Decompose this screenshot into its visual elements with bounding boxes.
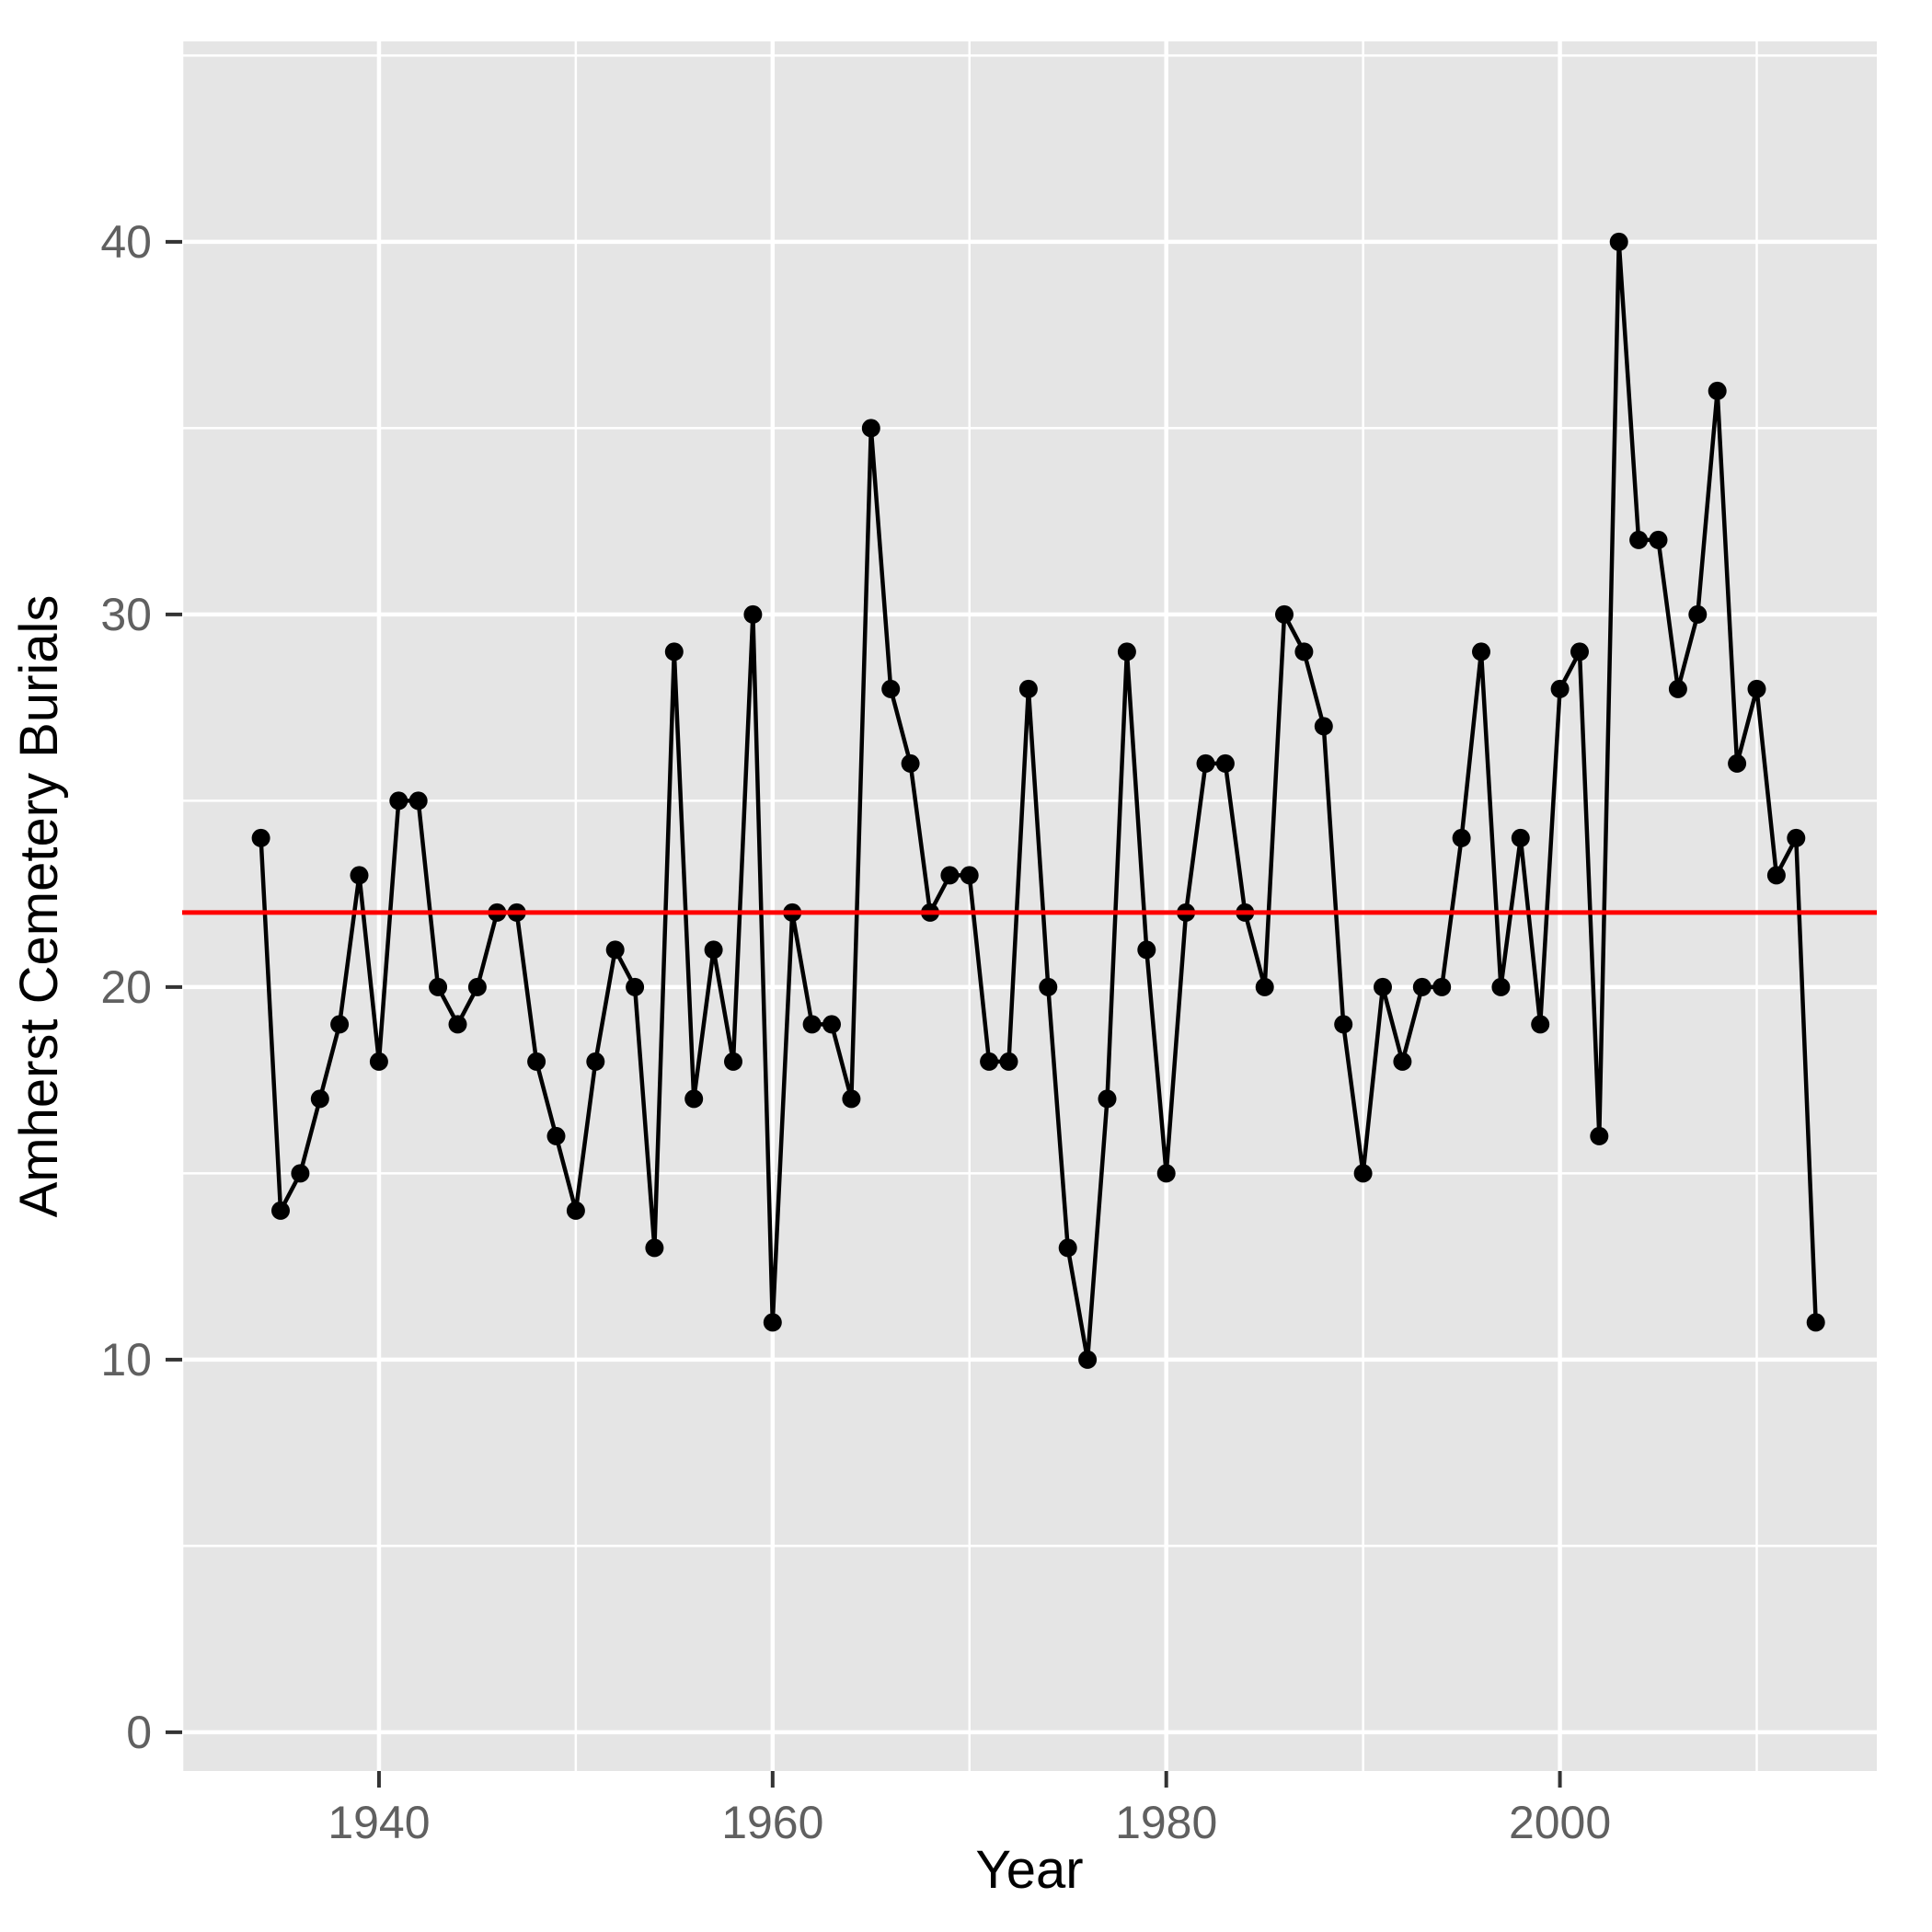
x-tick-label: 1960: [721, 1797, 823, 1848]
data-point: [901, 753, 920, 773]
y-axis-title: Amherst Cemetery Burials: [9, 595, 69, 1218]
data-point: [881, 679, 901, 698]
data-point: [330, 1015, 350, 1034]
data-point: [1472, 642, 1490, 661]
data-point: [1708, 381, 1727, 400]
data-point: [566, 1201, 585, 1220]
data-point: [1668, 679, 1687, 698]
data-point: [1629, 530, 1649, 549]
data-point: [1018, 679, 1038, 698]
data-point: [842, 1089, 861, 1109]
y-tick-label: 20: [100, 961, 152, 1013]
data-point: [1511, 828, 1530, 847]
gridlines-major: [182, 41, 1877, 1771]
data-point: [1609, 232, 1628, 251]
data-point: [1156, 1164, 1176, 1183]
data-point: [1039, 977, 1058, 996]
data-point: [467, 977, 487, 996]
data-point: [1550, 679, 1570, 698]
data-point: [1452, 828, 1471, 847]
data-point: [1314, 717, 1333, 736]
data-series: [251, 232, 1825, 1369]
data-point: [861, 419, 880, 438]
data-point: [586, 1052, 605, 1071]
data-point: [1215, 753, 1235, 773]
data-point: [1058, 1238, 1077, 1258]
data-point: [822, 1015, 841, 1034]
data-point: [546, 1126, 566, 1145]
y-tick-label: 30: [100, 589, 152, 640]
data-point: [251, 828, 270, 847]
data-point: [743, 604, 763, 624]
data-point: [1117, 642, 1136, 661]
data-point: [291, 1164, 310, 1183]
data-point: [1393, 1052, 1412, 1071]
data-point: [1806, 1313, 1825, 1332]
data-point: [350, 866, 369, 885]
axis-ticks: [166, 239, 1562, 1788]
x-tick-label: 1980: [1115, 1797, 1217, 1848]
x-axis-title: Year: [975, 1840, 1083, 1900]
x-tick-label: 1940: [328, 1797, 430, 1848]
data-point: [1491, 977, 1511, 996]
data-point: [1531, 1015, 1550, 1034]
data-point: [684, 1089, 704, 1109]
data-point: [271, 1201, 290, 1220]
data-point: [605, 940, 625, 960]
data-point: [664, 642, 684, 661]
data-point: [1728, 753, 1747, 773]
x-tick-label: 2000: [1509, 1797, 1611, 1848]
data-point: [448, 1015, 467, 1034]
y-tick-label: 10: [100, 1334, 152, 1386]
data-point: [1255, 977, 1274, 996]
data-point: [1590, 1126, 1609, 1145]
data-point: [960, 866, 979, 885]
data-point: [1078, 1350, 1098, 1369]
data-point: [1570, 642, 1589, 661]
gridlines-minor: [180, 41, 1877, 1771]
data-point: [1412, 977, 1432, 996]
data-point: [527, 1052, 546, 1071]
data-point: [724, 1052, 742, 1071]
data-point: [1766, 866, 1786, 885]
data-point: [1649, 530, 1668, 549]
series-line: [259, 239, 1818, 1363]
data-point: [704, 940, 723, 960]
data-point: [310, 1089, 329, 1109]
plot-panel: [182, 41, 1877, 1771]
data-point: [1374, 977, 1392, 996]
data-point: [940, 866, 960, 885]
y-tick-label: 0: [126, 1707, 152, 1758]
data-point: [1334, 1015, 1353, 1034]
data-point: [1137, 940, 1156, 960]
data-point: [1747, 679, 1766, 698]
data-point: [429, 977, 448, 996]
data-point: [1294, 642, 1314, 661]
data-point: [408, 791, 428, 811]
data-point: [1787, 828, 1806, 847]
data-point: [1432, 977, 1452, 996]
data-point: [980, 1052, 999, 1071]
axis-tick-labels: 1940 1960 1980 2000 0 10 20 30 40: [100, 216, 1611, 1848]
data-point: [1688, 604, 1708, 624]
data-point: [1196, 753, 1215, 773]
data-point: [645, 1238, 664, 1258]
data-point: [369, 1052, 388, 1071]
data-point: [626, 977, 645, 996]
y-tick-label: 40: [100, 216, 152, 268]
data-point: [802, 1015, 822, 1034]
data-point: [999, 1052, 1018, 1071]
data-point: [389, 791, 408, 811]
data-point: [763, 1313, 782, 1332]
data-point: [1275, 604, 1294, 624]
data-point: [1098, 1089, 1117, 1109]
data-point: [1353, 1164, 1373, 1183]
